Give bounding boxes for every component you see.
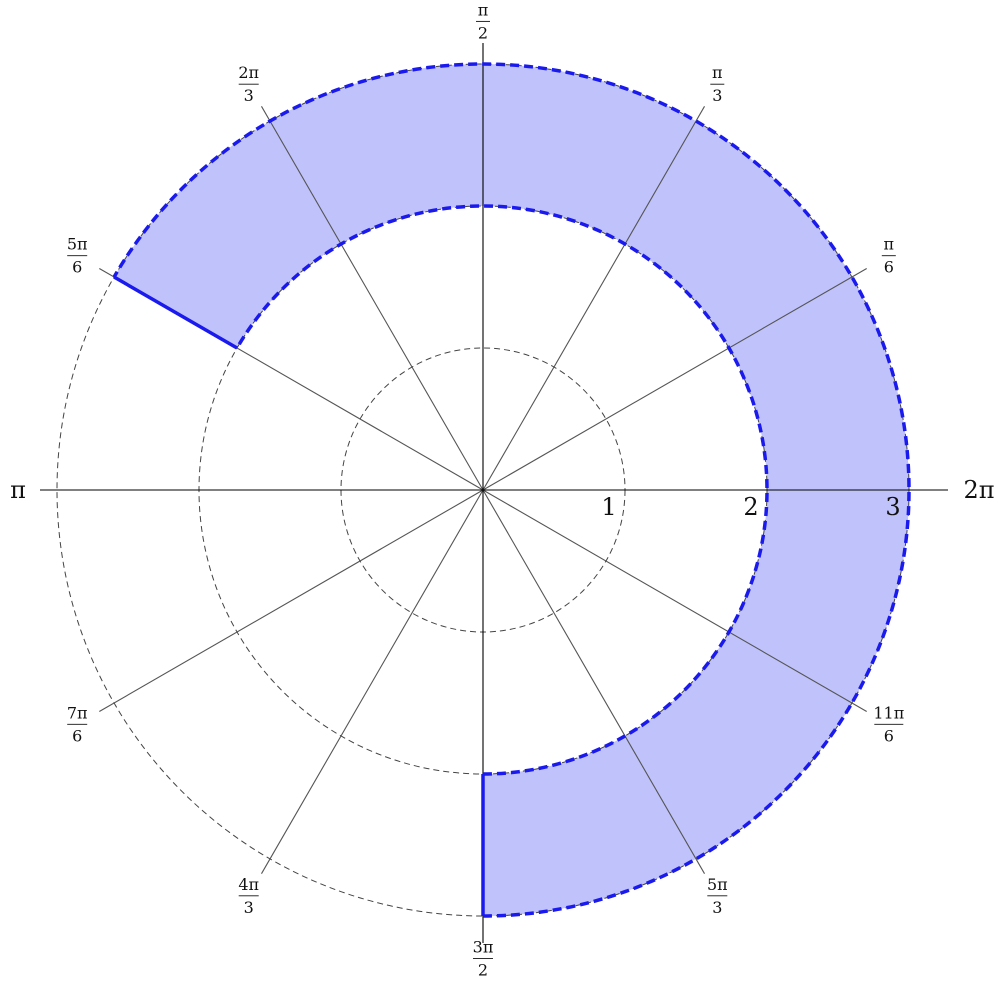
radial-label-2: 2 bbox=[743, 493, 758, 521]
angle-label-text: 2π bbox=[963, 476, 994, 504]
angle-label-pi: π bbox=[10, 476, 26, 504]
region-fill bbox=[114, 64, 910, 916]
spoke-120 bbox=[261, 106, 484, 491]
angle-label-5pi3: 5π3 bbox=[707, 875, 728, 917]
angle-label-zero: 2π bbox=[963, 476, 994, 504]
angle-label-numerator: 7π bbox=[67, 703, 88, 722]
region-edge-end bbox=[113, 275, 238, 350]
angle-label-denominator: 6 bbox=[884, 258, 894, 277]
angle-label-numerator: 4π bbox=[238, 875, 259, 894]
angle-label-pi6: π6 bbox=[881, 235, 896, 277]
angle-label-pi3: π3 bbox=[710, 63, 725, 105]
angle-label-numerator: 3π bbox=[473, 938, 494, 957]
angle-label-text: π bbox=[10, 476, 26, 504]
radial-label-1: 1 bbox=[601, 493, 616, 521]
spoke-300 bbox=[482, 489, 705, 874]
angle-label-denominator: 3 bbox=[244, 86, 254, 105]
angle-label-2pi3: 2π3 bbox=[238, 63, 259, 105]
radial-label-3: 3 bbox=[885, 493, 900, 521]
spoke-30 bbox=[482, 268, 867, 491]
angle-label-3pi2: 3π2 bbox=[473, 938, 494, 980]
spoke-330 bbox=[482, 489, 867, 712]
angle-label-5pi6: 5π6 bbox=[67, 235, 88, 277]
angle-label-denominator: 2 bbox=[478, 23, 488, 42]
spoke-210 bbox=[99, 489, 484, 712]
spoke-60 bbox=[482, 106, 705, 491]
angle-label-7pi6: 7π6 bbox=[67, 703, 88, 745]
angle-label-numerator: 11π bbox=[873, 703, 904, 722]
angle-label-pi2: π2 bbox=[476, 0, 490, 42]
angle-label-numerator: π bbox=[884, 235, 895, 254]
region-inner-arc bbox=[235, 204, 769, 776]
angle-label-denominator: 6 bbox=[72, 726, 82, 745]
angle-label-denominator: 2 bbox=[478, 961, 488, 980]
angle-label-4pi3: 4π3 bbox=[238, 875, 259, 917]
region-outer-arc bbox=[112, 62, 911, 918]
angle-label-numerator: π bbox=[712, 63, 723, 82]
angle-label-numerator: π bbox=[478, 0, 489, 19]
angle-label-denominator: 6 bbox=[884, 726, 894, 745]
spoke-240 bbox=[261, 489, 484, 874]
angle-label-numerator: 2π bbox=[238, 63, 259, 82]
angle-label-numerator: 5π bbox=[707, 875, 728, 894]
angle-label-numerator: 5π bbox=[67, 235, 88, 254]
angle-label-denominator: 6 bbox=[72, 258, 82, 277]
angle-label-denominator: 3 bbox=[712, 898, 722, 917]
angle-label-denominator: 3 bbox=[712, 86, 722, 105]
angle-label-denominator: 3 bbox=[244, 898, 254, 917]
